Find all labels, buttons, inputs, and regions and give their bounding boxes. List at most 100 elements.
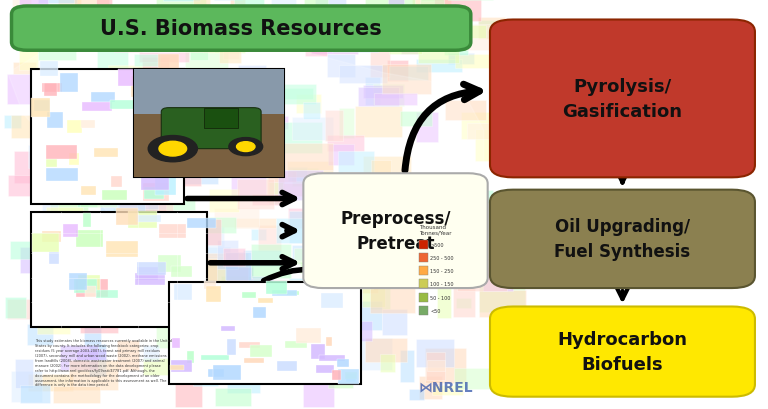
Bar xyxy=(363,86,403,99)
Bar xyxy=(137,226,171,250)
Bar xyxy=(448,0,492,1)
FancyBboxPatch shape xyxy=(161,108,261,149)
Bar xyxy=(178,23,214,53)
Bar xyxy=(77,222,100,237)
Bar xyxy=(353,339,392,371)
Bar xyxy=(143,358,174,375)
Bar xyxy=(457,191,493,204)
Bar xyxy=(292,169,318,186)
Bar xyxy=(131,77,148,98)
Bar xyxy=(137,216,161,222)
Bar xyxy=(49,253,59,265)
Bar xyxy=(332,371,342,380)
Bar xyxy=(338,369,359,384)
Bar xyxy=(411,175,457,189)
Bar xyxy=(448,54,475,65)
Bar xyxy=(134,164,151,189)
FancyBboxPatch shape xyxy=(204,109,238,129)
Bar xyxy=(273,337,307,355)
Bar xyxy=(252,194,282,205)
Bar xyxy=(217,241,237,270)
Bar xyxy=(4,116,22,128)
Bar xyxy=(149,302,188,324)
Bar xyxy=(209,190,239,212)
Bar xyxy=(237,15,278,31)
Bar xyxy=(343,272,379,293)
Bar xyxy=(60,345,98,370)
Bar xyxy=(98,47,128,77)
Bar xyxy=(425,348,465,383)
Bar xyxy=(142,130,159,151)
Bar xyxy=(91,92,115,103)
Bar xyxy=(320,293,343,309)
Bar xyxy=(266,281,287,294)
Bar xyxy=(277,285,307,299)
Text: Preprocess/
Pretreat: Preprocess/ Pretreat xyxy=(340,210,451,252)
Bar xyxy=(478,21,499,39)
FancyBboxPatch shape xyxy=(490,307,755,397)
Bar xyxy=(292,118,333,141)
Bar xyxy=(323,238,362,272)
Bar xyxy=(155,176,177,196)
Bar xyxy=(201,355,230,360)
Bar xyxy=(134,54,161,67)
Bar xyxy=(133,306,158,325)
Bar xyxy=(388,0,404,15)
Bar xyxy=(305,32,326,57)
Bar xyxy=(46,146,77,160)
Text: U.S. Biomass Resources: U.S. Biomass Resources xyxy=(101,19,382,39)
Bar xyxy=(267,178,284,202)
Bar xyxy=(108,66,151,90)
Bar xyxy=(240,117,287,130)
Bar xyxy=(251,245,291,279)
Bar xyxy=(382,64,431,94)
Bar xyxy=(60,74,78,92)
Bar xyxy=(252,276,273,300)
Bar xyxy=(69,273,87,290)
Bar xyxy=(273,282,306,312)
Bar xyxy=(339,109,354,139)
Bar xyxy=(137,192,166,209)
Bar xyxy=(75,279,108,298)
Bar xyxy=(134,115,284,178)
Bar xyxy=(336,285,362,309)
Bar xyxy=(303,250,334,280)
Bar xyxy=(52,184,99,200)
Bar xyxy=(231,178,266,196)
Bar xyxy=(373,85,404,107)
Bar xyxy=(116,209,137,225)
Bar xyxy=(115,173,153,193)
Bar xyxy=(113,208,154,230)
Bar xyxy=(43,136,61,168)
Bar xyxy=(401,37,419,55)
Bar xyxy=(147,14,183,42)
Bar xyxy=(339,66,387,84)
Bar xyxy=(365,338,407,362)
Bar xyxy=(207,287,221,303)
Bar xyxy=(456,26,486,39)
Bar xyxy=(189,258,217,282)
Bar xyxy=(214,365,241,380)
Bar xyxy=(393,252,419,272)
Bar xyxy=(189,119,233,145)
Bar xyxy=(78,275,101,292)
Bar xyxy=(67,120,82,133)
Bar xyxy=(412,199,452,217)
Bar xyxy=(28,324,54,345)
Bar xyxy=(11,115,33,139)
Bar xyxy=(190,85,210,110)
Bar xyxy=(128,78,172,97)
Bar xyxy=(5,297,25,318)
Bar xyxy=(150,95,196,112)
Bar xyxy=(187,351,194,364)
Bar xyxy=(214,208,259,227)
Bar xyxy=(45,114,92,146)
Bar xyxy=(208,369,223,378)
Bar xyxy=(332,40,378,53)
Bar xyxy=(415,60,462,73)
Bar xyxy=(143,346,159,361)
Bar xyxy=(371,161,391,181)
Bar xyxy=(190,29,208,61)
Bar xyxy=(365,78,380,106)
Bar xyxy=(21,12,43,26)
